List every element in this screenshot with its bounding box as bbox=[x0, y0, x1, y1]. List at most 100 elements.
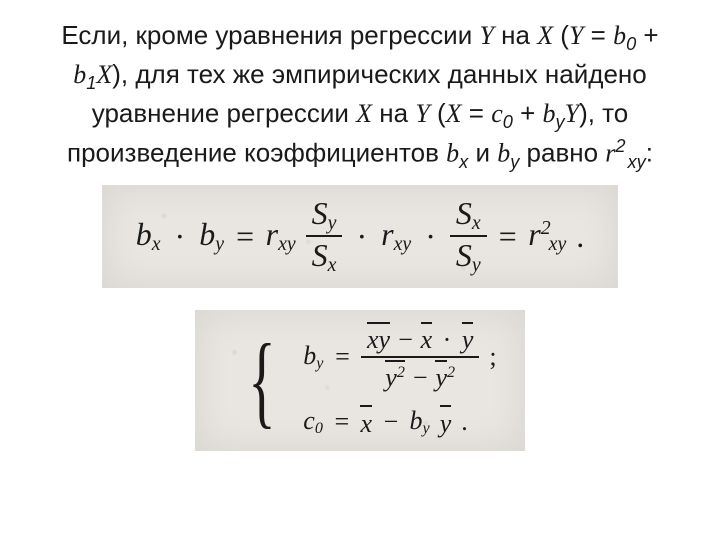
f-by-y: y bbox=[215, 233, 224, 255]
s1-y3: y bbox=[435, 363, 447, 392]
f-Sx2-x: x bbox=[472, 212, 481, 234]
sym-v-b5: b bbox=[497, 139, 510, 168]
sym-sub-1: 1 bbox=[86, 73, 96, 93]
s1-xy: xy bbox=[367, 325, 390, 354]
f-r2xy-xy: xy bbox=[549, 233, 567, 255]
s2-ov-y: y bbox=[440, 405, 452, 439]
sym-v-Y3: Y bbox=[415, 99, 429, 128]
s2-ov-x: x bbox=[360, 405, 372, 439]
t-p5a: + bbox=[636, 20, 658, 50]
brace-icon: { bbox=[249, 334, 276, 428]
t-p5b: + bbox=[513, 98, 543, 128]
s1-by-b: b bbox=[303, 341, 316, 370]
t-p1: Если, кроме уравнения регрессии bbox=[61, 20, 479, 50]
s2-c0-c: c bbox=[303, 406, 315, 435]
f-Sx-x: x bbox=[328, 254, 337, 276]
s2-c0: c0 bbox=[303, 406, 323, 438]
s1-by: by bbox=[303, 341, 323, 373]
f-dot1: · bbox=[171, 218, 190, 255]
f-eq1: = bbox=[234, 218, 256, 255]
sym-v-Y2: Y bbox=[569, 21, 583, 50]
sym-v-b1: b bbox=[613, 21, 626, 50]
t-p10: равно bbox=[519, 138, 605, 168]
s1-frac: xy − x · y y2 − y2 bbox=[361, 322, 479, 391]
s1-ov-xy: xy bbox=[367, 322, 390, 353]
f-Sy2-S: S bbox=[456, 237, 472, 273]
sym-sub-0a: 0 bbox=[626, 34, 636, 54]
sym-v-b2: b bbox=[73, 60, 86, 89]
s1-x: x bbox=[421, 325, 433, 354]
formula-system: { by = xy − x · y bbox=[195, 310, 524, 451]
s2-by-b: b bbox=[410, 406, 423, 435]
s1-eq: = bbox=[333, 342, 351, 372]
sym-sub-y2: y bbox=[510, 152, 519, 172]
sym-v-Y1: Y bbox=[479, 21, 493, 50]
s1-minus1: − bbox=[397, 325, 415, 354]
s1-y3-2: 2 bbox=[447, 364, 455, 381]
f-dot3: · bbox=[421, 218, 440, 255]
sym-sub-x1: x bbox=[459, 152, 468, 172]
s1-num: xy − x · y bbox=[361, 322, 479, 353]
sys-line-1: by = xy − x · y y2 bbox=[303, 322, 496, 391]
sym-v-X2: X bbox=[96, 60, 112, 89]
s1-y2-2: 2 bbox=[397, 364, 405, 381]
f-frac1: Sy Sx bbox=[306, 197, 343, 277]
f-r2xy: r2xy bbox=[528, 216, 566, 256]
f-rxy2: rxy bbox=[381, 216, 411, 256]
sym-v-X3: X bbox=[356, 99, 372, 128]
f-frac2: Sx Sy bbox=[450, 197, 487, 277]
sym-sub-y1: y bbox=[556, 112, 565, 132]
f-by-b: b bbox=[199, 216, 215, 252]
f-frac1-den: Sx bbox=[306, 239, 343, 276]
f-rxy1-xy: xy bbox=[278, 233, 296, 255]
f-bx-x: x bbox=[152, 233, 161, 255]
f-period: . bbox=[576, 218, 584, 255]
formula-main-row: bx · by = rxy Sy Sx · rxy bbox=[136, 197, 585, 277]
s1-dot: · bbox=[439, 325, 456, 354]
t-p4a: = bbox=[583, 20, 613, 50]
sym-v-r1: r bbox=[605, 139, 615, 168]
page-root: Если, кроме уравнения регрессии Y на X (… bbox=[0, 0, 720, 540]
system-lines: by = xy − x · y y2 bbox=[303, 322, 496, 439]
s2-x: x bbox=[360, 409, 372, 438]
f-rxy1-r: r bbox=[266, 216, 278, 252]
t-p2b: на bbox=[372, 98, 415, 128]
s2-period: . bbox=[461, 407, 468, 437]
f-dot2: · bbox=[352, 218, 371, 255]
s2-minus: − bbox=[382, 407, 400, 437]
s1-bar bbox=[361, 356, 479, 358]
s1-ov-y: y bbox=[462, 322, 474, 353]
s2-y: y bbox=[440, 409, 452, 438]
f-frac2-num: Sx bbox=[450, 197, 487, 234]
t-p9: и bbox=[468, 138, 497, 168]
sym-v-X1: X bbox=[537, 21, 553, 50]
s1-ov-x: x bbox=[421, 322, 433, 353]
t-p11: : bbox=[646, 138, 653, 168]
f-Sy-S: S bbox=[312, 195, 328, 231]
f-r2xy-r: r bbox=[528, 216, 540, 252]
sym-sub-xy1: xy bbox=[628, 152, 646, 172]
sym-v-b4: b bbox=[446, 139, 459, 168]
f-eq2: = bbox=[497, 218, 519, 255]
f-by: by bbox=[199, 216, 224, 256]
f-Sy2-y: y bbox=[472, 254, 481, 276]
sym-v-b3: b bbox=[543, 99, 556, 128]
s1-y: y bbox=[462, 325, 474, 354]
f-bx: bx bbox=[136, 216, 161, 256]
s1-semi: ; bbox=[489, 342, 496, 372]
s1-den: y2 − y2 bbox=[379, 360, 461, 391]
sym-v-Y4: Y bbox=[565, 99, 579, 128]
sym-sup-2a: 2 bbox=[615, 136, 625, 156]
s1-by-y: y bbox=[316, 355, 323, 372]
f-Sy-y: y bbox=[328, 212, 337, 234]
f-frac1-num: Sy bbox=[306, 197, 343, 234]
t-p7: ( bbox=[430, 98, 446, 128]
f-rxy2-xy: xy bbox=[394, 233, 412, 255]
f-Sx2-S: S bbox=[456, 195, 472, 231]
t-p3a: ( bbox=[553, 20, 569, 50]
sym-sub-0b: 0 bbox=[503, 112, 513, 132]
s1-ov-y2: y2 bbox=[385, 360, 405, 391]
f-rxy2-r: r bbox=[381, 216, 393, 252]
explanation-paragraph: Если, кроме уравнения регрессии Y на X (… bbox=[50, 18, 670, 175]
s1-minus2: − bbox=[411, 363, 429, 392]
